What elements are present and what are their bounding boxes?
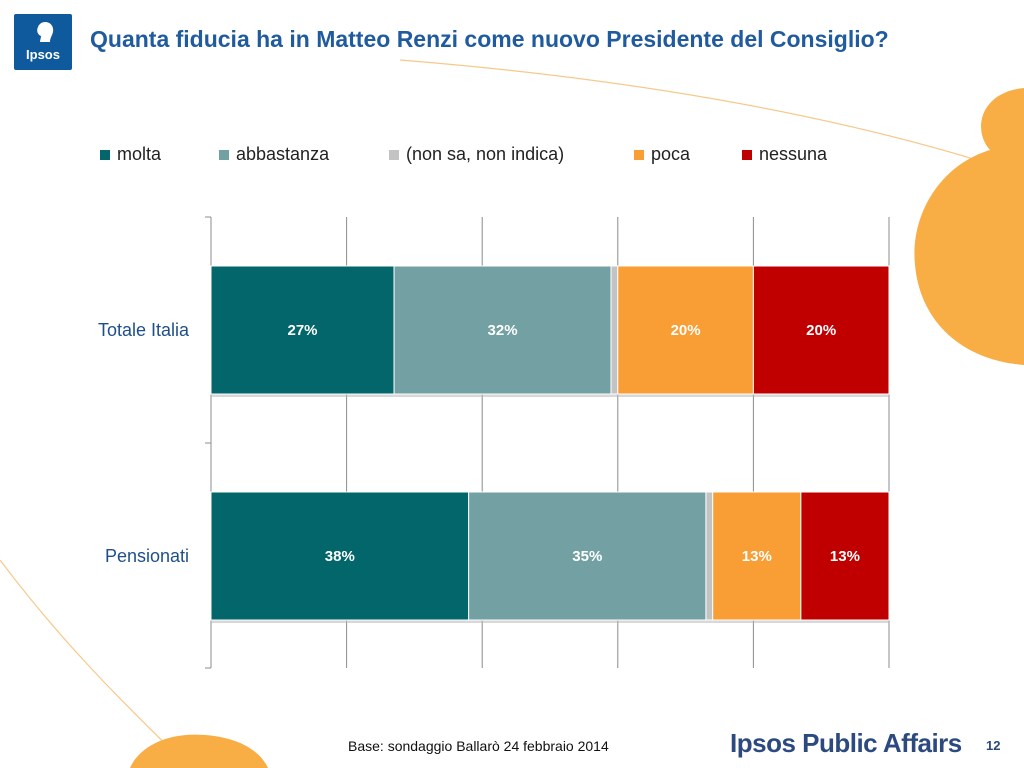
legend-swatch bbox=[742, 149, 752, 160]
bar-segment-poca bbox=[712, 491, 802, 621]
bar-segment-nessuna bbox=[800, 491, 890, 621]
legend-label: (non sa, non indica) bbox=[406, 144, 565, 164]
data-label: 20% bbox=[671, 322, 701, 339]
footer-base-note: Base: sondaggio Ballarò 24 febbraio 2014 bbox=[348, 738, 609, 754]
category-label: Totale Italia bbox=[98, 320, 190, 340]
legend-label: nessuna bbox=[759, 144, 828, 164]
decor-orange-blob-right bbox=[914, 88, 1024, 365]
legend-label: molta bbox=[117, 144, 162, 164]
legend-swatch bbox=[100, 149, 110, 160]
bar-segment-poca bbox=[617, 265, 754, 395]
data-label: 27% bbox=[288, 322, 318, 339]
legend-item-poca: poca bbox=[634, 144, 690, 165]
legend-label: poca bbox=[651, 144, 691, 164]
data-label: 38% bbox=[325, 548, 355, 565]
decor-curve-line bbox=[399, 59, 1024, 176]
page-number: 12 bbox=[986, 738, 1001, 753]
legend-item-non-sa: (non sa, non indica) bbox=[389, 144, 564, 165]
ipsos-head-icon bbox=[37, 22, 54, 42]
bar-segment-nonsanonindica bbox=[705, 491, 714, 621]
page-title: Quanta fiducia ha in Matteo Renzi come n… bbox=[90, 26, 889, 52]
footer-brand: Ipsos Public Affairs bbox=[730, 728, 962, 758]
data-label: 13% bbox=[830, 548, 860, 565]
data-label: 13% bbox=[742, 548, 772, 565]
ipsos-logo: Ipsos bbox=[14, 14, 72, 70]
legend-item-molta: molta bbox=[100, 144, 161, 165]
legend-label: abbastanza bbox=[236, 144, 330, 164]
data-label: 32% bbox=[488, 322, 518, 339]
data-label: 20% bbox=[806, 322, 836, 339]
legend-swatch bbox=[219, 149, 229, 160]
legend-swatch bbox=[634, 149, 644, 160]
bar-segment-molta bbox=[210, 265, 395, 395]
bar-segment-nessuna bbox=[752, 265, 890, 395]
logo-text: Ipsos bbox=[26, 47, 60, 62]
legend-swatch bbox=[389, 149, 399, 160]
category-label: Pensionati bbox=[105, 546, 189, 566]
bar-segment-molta bbox=[210, 491, 470, 621]
legend-item-nessuna: nessuna bbox=[742, 144, 827, 165]
data-label: 35% bbox=[572, 548, 602, 565]
bar-segment-abbastanza bbox=[468, 491, 707, 621]
bar-segment-nonsanonindica bbox=[610, 265, 619, 395]
legend-item-abbastanza: abbastanza bbox=[219, 144, 329, 165]
bar-segment-abbastanza bbox=[393, 265, 612, 395]
decor-orange-blob-bottom bbox=[130, 734, 268, 768]
chart-legend: molta abbastanza (non sa, non indica) po… bbox=[0, 144, 1024, 170]
